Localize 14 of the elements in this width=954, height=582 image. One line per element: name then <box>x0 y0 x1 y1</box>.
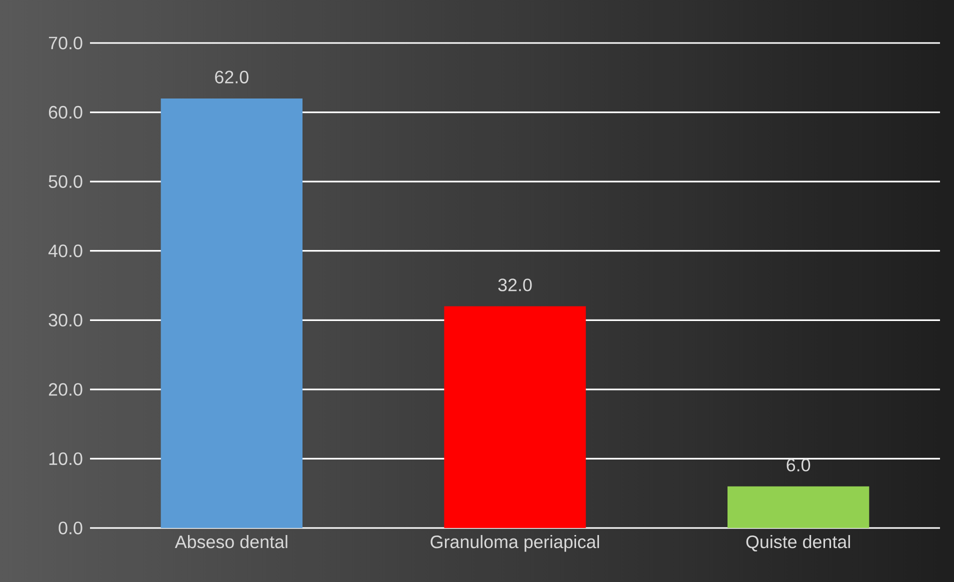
y-tick-label: 20.0 <box>48 383 82 396</box>
y-tick-label: 0.0 <box>58 522 82 534</box>
y-tick-label: 70.0 <box>48 36 82 50</box>
y-tick-label: 40.0 <box>48 244 82 258</box>
data-label: 6.0 <box>786 458 810 472</box>
x-tick-label: Granuloma periapical <box>430 535 599 552</box>
y-tick-label: 50.0 <box>48 175 82 188</box>
x-tick-label: Abseso dental <box>174 535 288 548</box>
data-label: 62.0 <box>215 70 248 84</box>
y-tick-label: 30.0 <box>48 314 82 327</box>
y-tick-label: 60.0 <box>48 106 82 119</box>
data-label: 32.0 <box>498 278 532 292</box>
x-tick-label: Quiste dental <box>746 535 850 552</box>
y-tick-label: 10.0 <box>49 452 82 466</box>
